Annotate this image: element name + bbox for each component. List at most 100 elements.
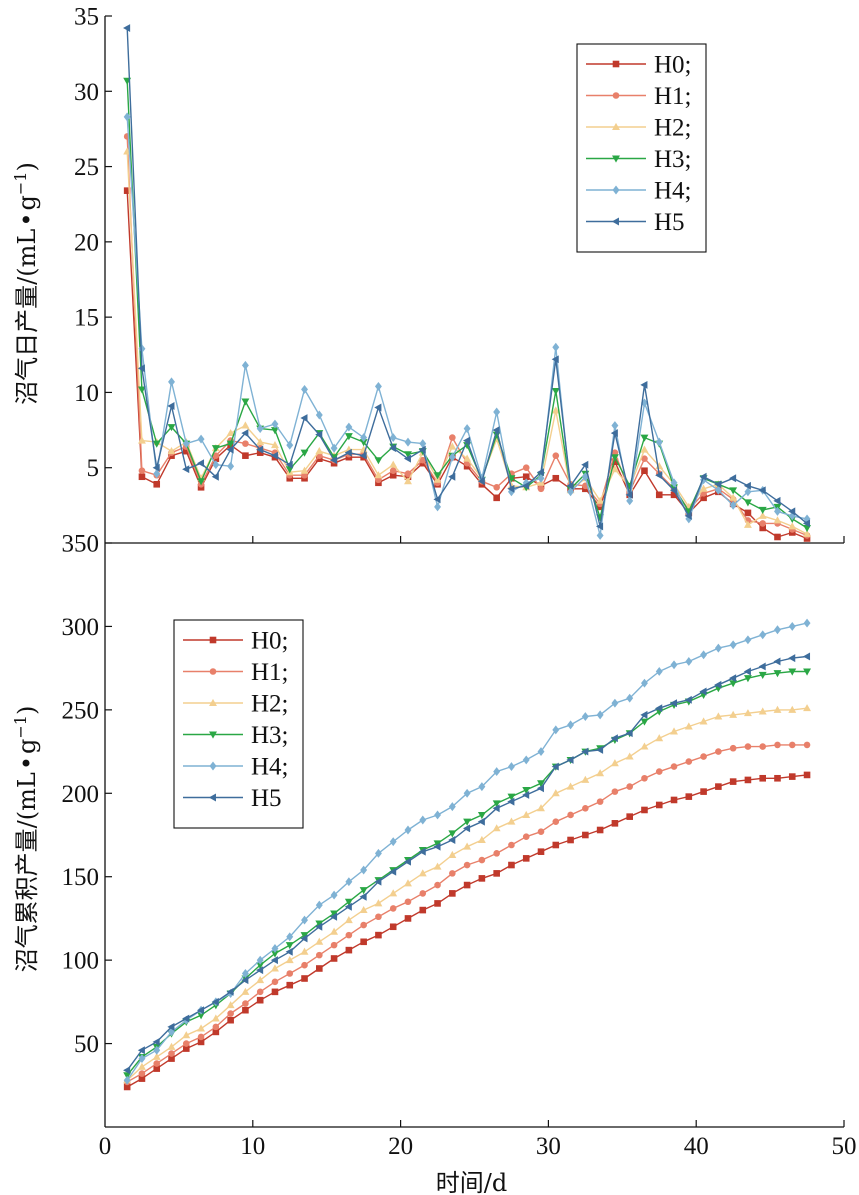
data-point-H1 — [522, 833, 530, 840]
y-axis-title: 沼气日产量/(mL • g−1) — [11, 162, 41, 405]
data-point-H5 — [758, 486, 766, 495]
data-point-H1 — [522, 464, 530, 472]
y-axis-title-close: ) — [13, 706, 41, 715]
data-point-H5 — [226, 987, 234, 996]
series-H4 — [123, 618, 811, 1085]
data-point-H1 — [803, 741, 811, 749]
data-point-H2 — [699, 717, 708, 725]
data-point-H2 — [300, 466, 309, 474]
data-point-H0 — [330, 955, 338, 962]
data-point-H5 — [211, 997, 219, 1006]
data-point-H5 — [581, 747, 589, 756]
data-point-H5 — [344, 448, 352, 457]
data-point-H4 — [641, 678, 648, 688]
data-point-H2 — [522, 810, 531, 818]
data-point-H5 — [551, 355, 559, 364]
data-point-H4 — [626, 693, 634, 703]
data-point-H0 — [182, 1045, 190, 1052]
data-point-H5 — [462, 824, 471, 833]
data-point-H2 — [404, 879, 412, 887]
data-point-H0 — [626, 813, 633, 820]
data-point-H5 — [773, 657, 781, 666]
data-point-H5 — [536, 468, 544, 477]
data-point-H5 — [625, 729, 633, 738]
data-point-H4 — [655, 667, 663, 676]
data-point-H2 — [137, 1062, 146, 1070]
data-point-H2 — [256, 976, 265, 984]
data-point-H1 — [242, 1000, 249, 1007]
data-point-H1 — [508, 841, 515, 849]
data-point-H1 — [360, 921, 367, 929]
data-point-H2 — [581, 775, 590, 783]
data-point-H3 — [271, 427, 279, 435]
data-point-H2 — [137, 436, 146, 444]
legend-label: H3; — [654, 146, 692, 173]
data-point-H0 — [759, 774, 767, 782]
data-point-H1 — [537, 485, 545, 493]
data-point-H4 — [478, 782, 486, 792]
y-tick-label: 15 — [74, 305, 99, 332]
data-point-H4 — [301, 915, 308, 925]
data-point-H4 — [522, 755, 530, 765]
data-point-H1 — [212, 1023, 220, 1031]
data-point-H1 — [345, 931, 353, 939]
data-point-H3 — [359, 439, 368, 447]
data-point-H5 — [211, 472, 219, 481]
data-point-H0 — [552, 841, 560, 849]
data-point-H2 — [655, 734, 664, 742]
data-point-H2 — [330, 927, 339, 935]
y-tick-label: 10 — [74, 380, 99, 407]
data-point-H5 — [655, 704, 663, 713]
data-point-H1 — [611, 788, 619, 795]
data-point-H5 — [433, 842, 441, 851]
data-point-H2 — [285, 956, 294, 964]
data-point-H4 — [685, 657, 693, 666]
data-point-H5 — [477, 477, 485, 486]
data-point-H1 — [330, 941, 338, 949]
data-point-H0 — [242, 452, 249, 459]
data-point-H5 — [743, 481, 751, 490]
y-axis-title-dot: • — [13, 213, 41, 227]
x-tick-label: 40 — [684, 1133, 709, 1160]
data-point-H5 — [522, 790, 530, 799]
data-point-H2 — [640, 445, 649, 453]
data-point-H4 — [581, 472, 589, 482]
data-point-H2 — [182, 1031, 191, 1039]
data-point-H3 — [433, 472, 442, 480]
data-point-H4 — [596, 531, 604, 540]
legend-swatch-marker — [612, 60, 620, 68]
data-point-H4 — [389, 837, 397, 847]
y-axis-title-dot: • — [13, 756, 41, 770]
data-point-H4 — [448, 452, 456, 462]
data-point-H0 — [463, 881, 471, 889]
series-H1 — [123, 741, 811, 1086]
data-point-H2 — [271, 441, 279, 449]
data-point-H4 — [374, 381, 382, 391]
data-point-H2 — [167, 1042, 176, 1050]
data-point-H5 — [315, 430, 323, 439]
y-tick-label: 50 — [74, 1031, 99, 1058]
data-point-H1 — [715, 748, 722, 755]
data-point-H1 — [286, 970, 294, 977]
data-point-H1 — [641, 774, 648, 782]
data-point-H5 — [433, 495, 441, 504]
legend-swatch-marker — [209, 698, 217, 706]
data-point-H5 — [714, 680, 722, 689]
data-point-H3 — [743, 675, 752, 683]
data-point-H5 — [344, 902, 352, 911]
data-point-H2 — [374, 899, 383, 907]
legend-swatch-marker — [612, 92, 620, 99]
data-point-H4 — [182, 439, 190, 449]
data-point-H1 — [788, 741, 796, 749]
data-point-H5 — [758, 662, 766, 671]
data-point-H0 — [271, 988, 279, 996]
data-point-H1 — [138, 467, 146, 475]
data-point-H2 — [404, 477, 412, 485]
data-point-H4 — [389, 433, 397, 443]
data-point-H0 — [655, 491, 663, 499]
data-point-H4 — [552, 725, 560, 735]
data-point-H4 — [168, 377, 175, 387]
data-point-H5 — [403, 857, 411, 866]
legend-label: H5 — [654, 209, 685, 236]
data-point-H3 — [300, 932, 309, 940]
